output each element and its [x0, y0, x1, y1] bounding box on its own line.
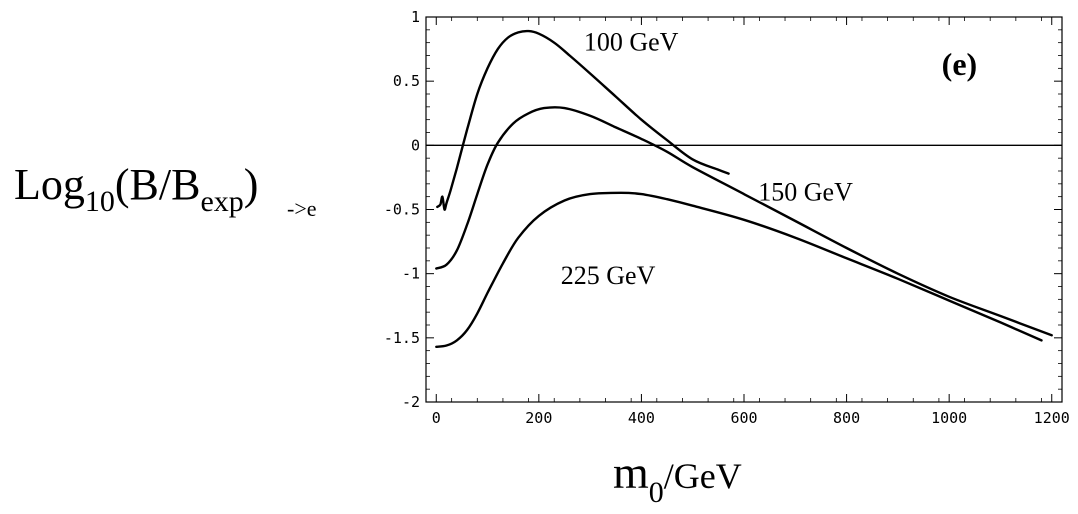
y-axis-label-suffix: ->e: [287, 196, 317, 221]
series-line-3: [435, 191, 1043, 348]
y-tick-label: -0.5: [384, 201, 420, 219]
x-axis-label: m0/GeV: [613, 447, 742, 509]
x-tick-label: 1000: [931, 409, 967, 427]
svg-text:m0/GeV: m0/GeV: [613, 447, 742, 509]
x-axis-label-tail: /GeV: [664, 456, 742, 496]
y-tick-label: -1.5: [384, 329, 420, 347]
y-axis-label-close: ): [244, 160, 259, 209]
y-tick-label: -1: [402, 265, 420, 283]
curve-label-3: 225 GeV: [561, 261, 656, 290]
y-axis-label: Log10(B/Bexp) ->e: [14, 160, 317, 221]
x-tick-label: 0: [432, 409, 441, 427]
y-tick-label: -2: [402, 393, 420, 411]
y-axis-label-prefix: Log: [14, 160, 85, 209]
panel-label: (e): [942, 46, 978, 82]
curve-label-1: 100 GeV: [584, 27, 679, 56]
y-tick-label: 0.5: [393, 72, 420, 90]
x-tick-label: 800: [833, 409, 860, 427]
x-tick-label: 200: [525, 409, 552, 427]
curve-label-2: 150 GeV: [758, 178, 853, 207]
series-line-2: [435, 106, 1053, 337]
x-tick-label: 1200: [1034, 409, 1070, 427]
y-tick-label: 1: [411, 8, 420, 26]
y-axis-label-middle-subscript: exp: [200, 185, 243, 218]
series-line-1: [436, 29, 730, 211]
x-tick-label: 400: [628, 409, 655, 427]
x-axis-label-main: m: [613, 447, 649, 498]
x-tick-label: 600: [730, 409, 757, 427]
y-tick-label: 0: [411, 136, 420, 154]
y-axis-label-middle: (B/B: [115, 160, 201, 209]
x-axis-label-subscript: 0: [649, 476, 664, 509]
y-axis-label-prefix-subscript: 10: [85, 185, 115, 218]
svg-text:Log10(B/Bexp): Log10(B/Bexp): [14, 160, 258, 218]
plot-area: 1 0.5 0 -0.5 -1 -1.5 -2 0 200 400 600 800 1000 1200 10…: [384, 8, 1070, 427]
